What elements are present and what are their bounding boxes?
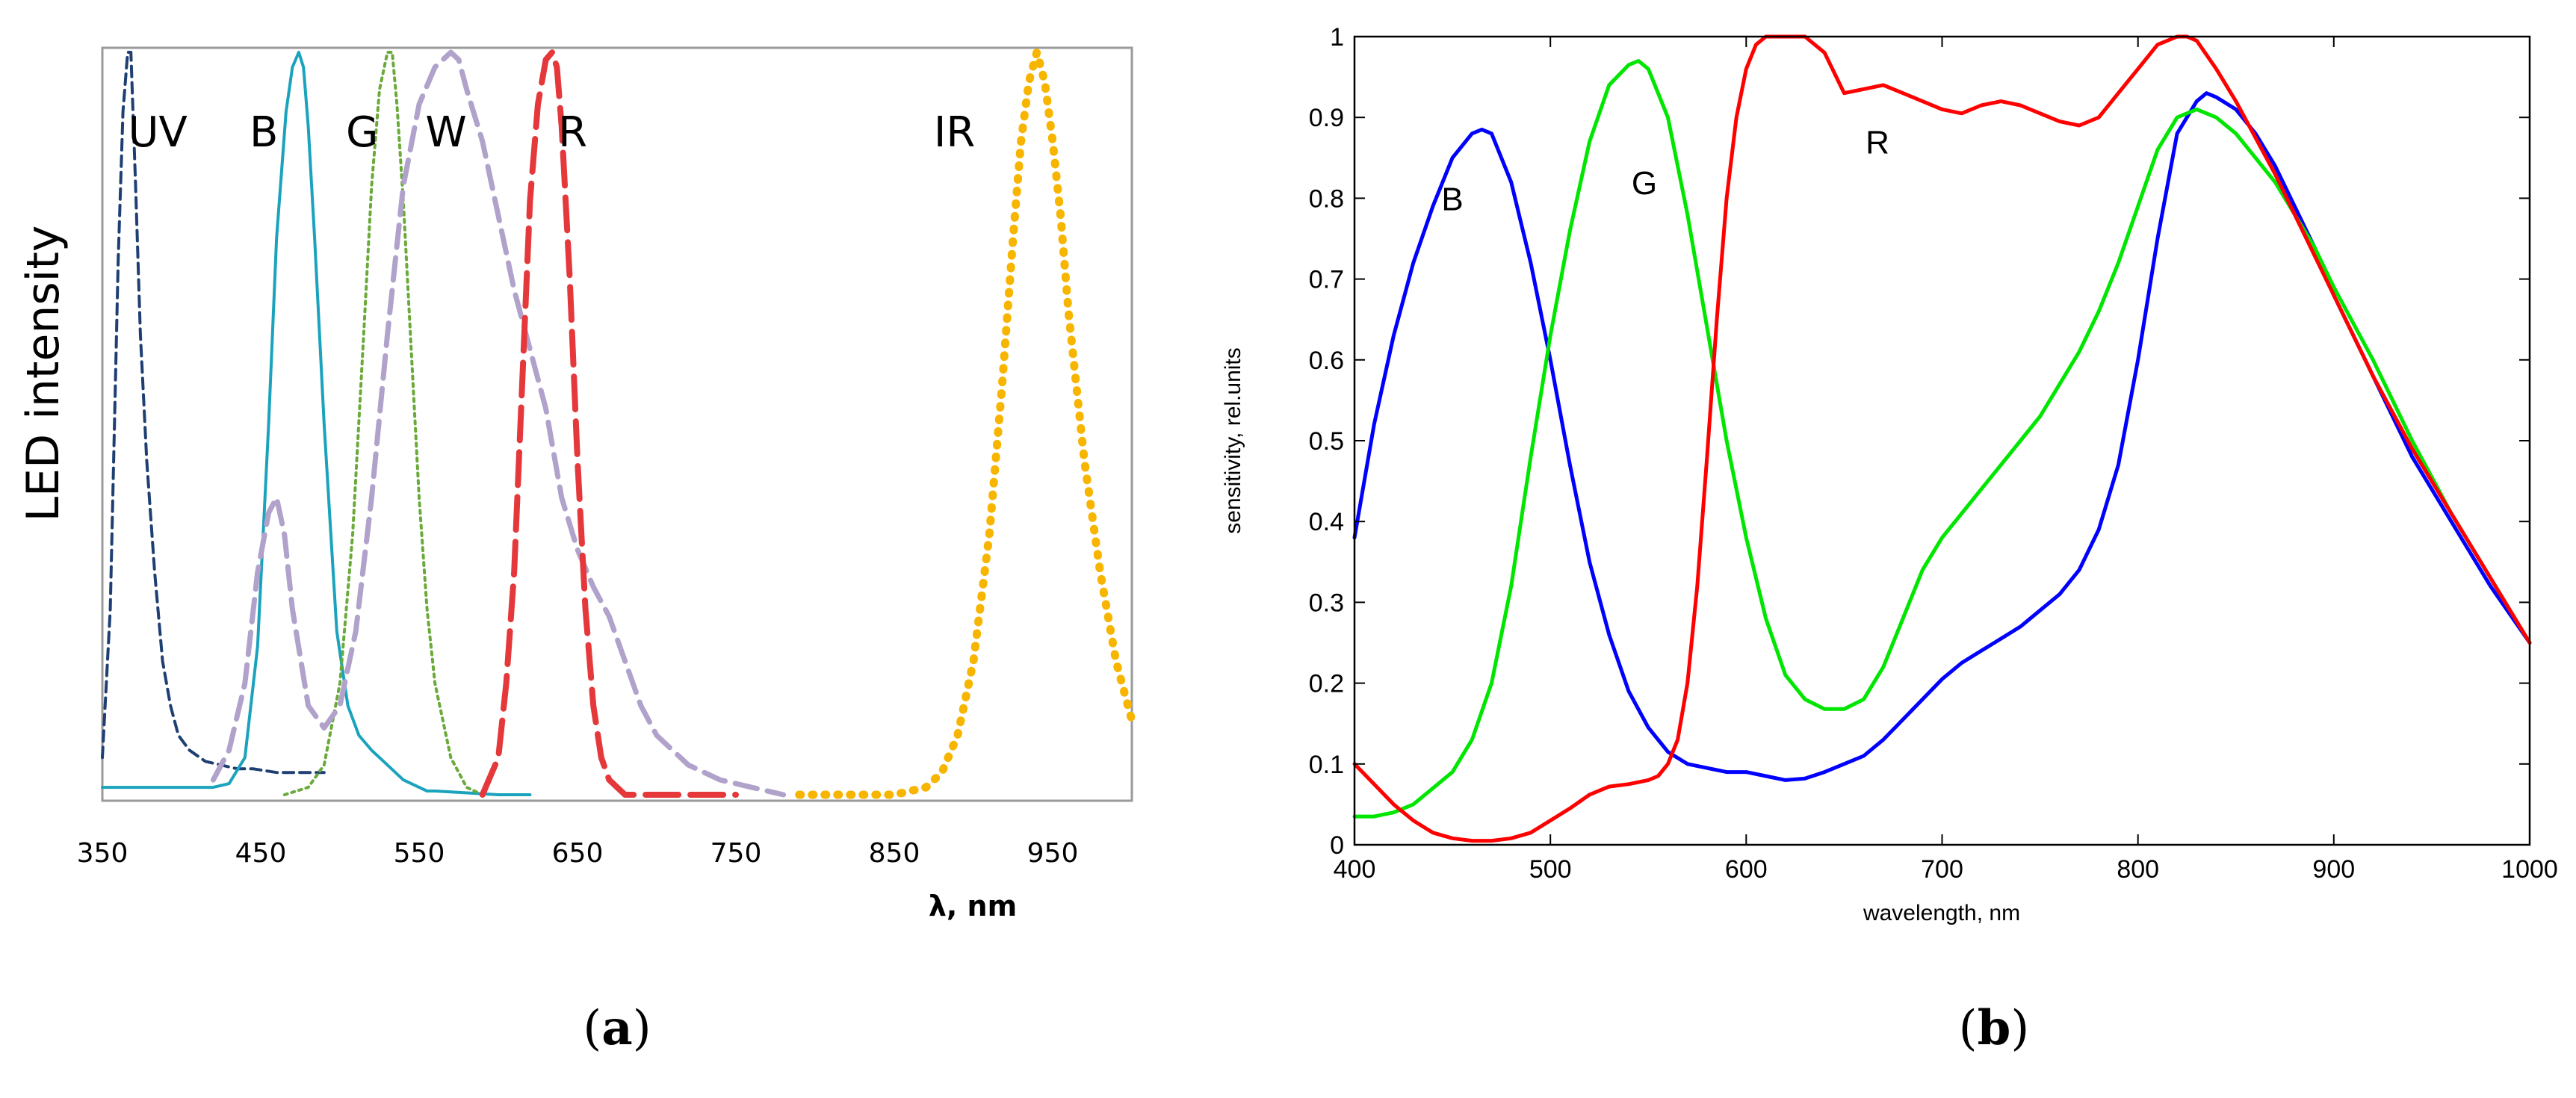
panel-a-x-tick-750: 750 bbox=[710, 838, 762, 869]
panel-b-curve-label-b: B bbox=[1441, 181, 1463, 217]
panel-a-x-tick-950: 950 bbox=[1027, 838, 1079, 869]
panel-a-band-label-r: R bbox=[558, 108, 587, 157]
panel-b-x-tick-800: 800 bbox=[2117, 855, 2159, 884]
panel-a-series-group bbox=[101, 48, 1136, 799]
panel-b-x-tick-600: 600 bbox=[1725, 855, 1768, 884]
panel-a-x-axis-label: λ, nm bbox=[929, 890, 1017, 922]
caption-a-letter: a bbox=[601, 1000, 632, 1056]
panel-b-y-tick-8: 0.8 bbox=[1309, 184, 1344, 213]
caption-b-open: ( bbox=[1959, 1001, 1978, 1056]
panel-b: 400 500 600 700 800 900 1000 0 0.1 0.2 0.3 0.4 0.5 0.… bbox=[1221, 23, 2558, 925]
panel-b-x-tick-900: 900 bbox=[2312, 855, 2355, 884]
panel-a-x-tick-labels: 350 450 550 650 750 850 950 bbox=[77, 838, 1079, 869]
panel-b-series-g bbox=[1352, 59, 2532, 819]
caption-a-close: ) bbox=[633, 1001, 651, 1056]
caption-b-close: ) bbox=[2010, 1001, 2029, 1056]
panel-b-x-tick-1000: 1000 bbox=[2501, 855, 2558, 884]
panel-b-curve-label-g: G bbox=[1632, 165, 1657, 202]
panel-a-band-label-uv: UV bbox=[129, 108, 188, 157]
panel-b-y-tick-0: 0 bbox=[1330, 831, 1344, 860]
panel-b-y-tick-6: 0.6 bbox=[1309, 347, 1344, 375]
panel-a-x-tick-450: 450 bbox=[235, 838, 287, 869]
panel-a-plot-area bbox=[101, 46, 1133, 802]
panel-a-x-tick-550: 550 bbox=[394, 838, 445, 869]
caption-b: (b) bbox=[1959, 1000, 2030, 1056]
panel-b-series-group bbox=[1352, 34, 2532, 843]
panel-b-y-tick-10: 1 bbox=[1330, 23, 1344, 52]
panel-b-ticks: 400 500 600 700 800 900 1000 0 0.1 0.2 0.3 0.4 0.5 0.… bbox=[1309, 23, 2558, 884]
panel-a-y-axis-label: LED intensity bbox=[17, 226, 69, 522]
panel-a-series-ir bbox=[795, 48, 1136, 799]
panel-b-y-tick-7: 0.7 bbox=[1309, 266, 1344, 294]
panel-b-y-axis-label: sensitivity, rel.units bbox=[1221, 347, 1245, 534]
panel-a-series-r bbox=[479, 49, 739, 798]
panel-b-x-tick-700: 700 bbox=[1921, 855, 1963, 884]
panel-b-y-tick-1: 0.1 bbox=[1309, 751, 1344, 779]
panel-b-y-tick-3: 0.3 bbox=[1309, 589, 1344, 617]
panel-b-curve-labels: B G R bbox=[1441, 125, 1889, 218]
panel-a-band-label-b: B bbox=[250, 108, 278, 157]
panel-a-series-b bbox=[101, 51, 532, 796]
panel-b-x-axis-label: wavelength, nm bbox=[1863, 901, 2020, 925]
panel-b-curve-label-r: R bbox=[1866, 125, 1889, 161]
panel-b-x-tick-500: 500 bbox=[1529, 855, 1572, 884]
panel-a-band-label-ir: IR bbox=[934, 108, 975, 157]
panel-b-y-tick-5: 0.5 bbox=[1309, 427, 1344, 456]
panel-a: 350 450 550 650 750 850 950 UV B G W R IR LED inten… bbox=[17, 46, 1136, 922]
caption-b-letter: b bbox=[1978, 1000, 2011, 1056]
panel-b-x-tick-400: 400 bbox=[1334, 855, 1376, 884]
caption-a: (a) bbox=[583, 1000, 651, 1056]
panel-a-series-g bbox=[282, 51, 484, 796]
panel-a-band-label-g: G bbox=[346, 108, 378, 157]
panel-b-y-tick-9: 0.9 bbox=[1309, 104, 1344, 132]
panel-a-band-labels: UV B G W R IR bbox=[129, 108, 976, 157]
panel-a-x-tick-650: 650 bbox=[552, 838, 604, 869]
panel-a-x-tick-850: 850 bbox=[869, 838, 920, 869]
caption-a-open: ( bbox=[583, 1001, 601, 1056]
panel-b-y-tick-2: 0.2 bbox=[1309, 670, 1344, 698]
panel-a-series-uv bbox=[101, 51, 326, 775]
panel-b-series-r bbox=[1352, 34, 2532, 843]
panel-b-y-tick-4: 0.4 bbox=[1309, 508, 1344, 536]
panel-a-band-label-w: W bbox=[425, 108, 466, 157]
panel-a-series-w bbox=[210, 49, 787, 798]
panel-a-x-tick-350: 350 bbox=[77, 838, 129, 869]
